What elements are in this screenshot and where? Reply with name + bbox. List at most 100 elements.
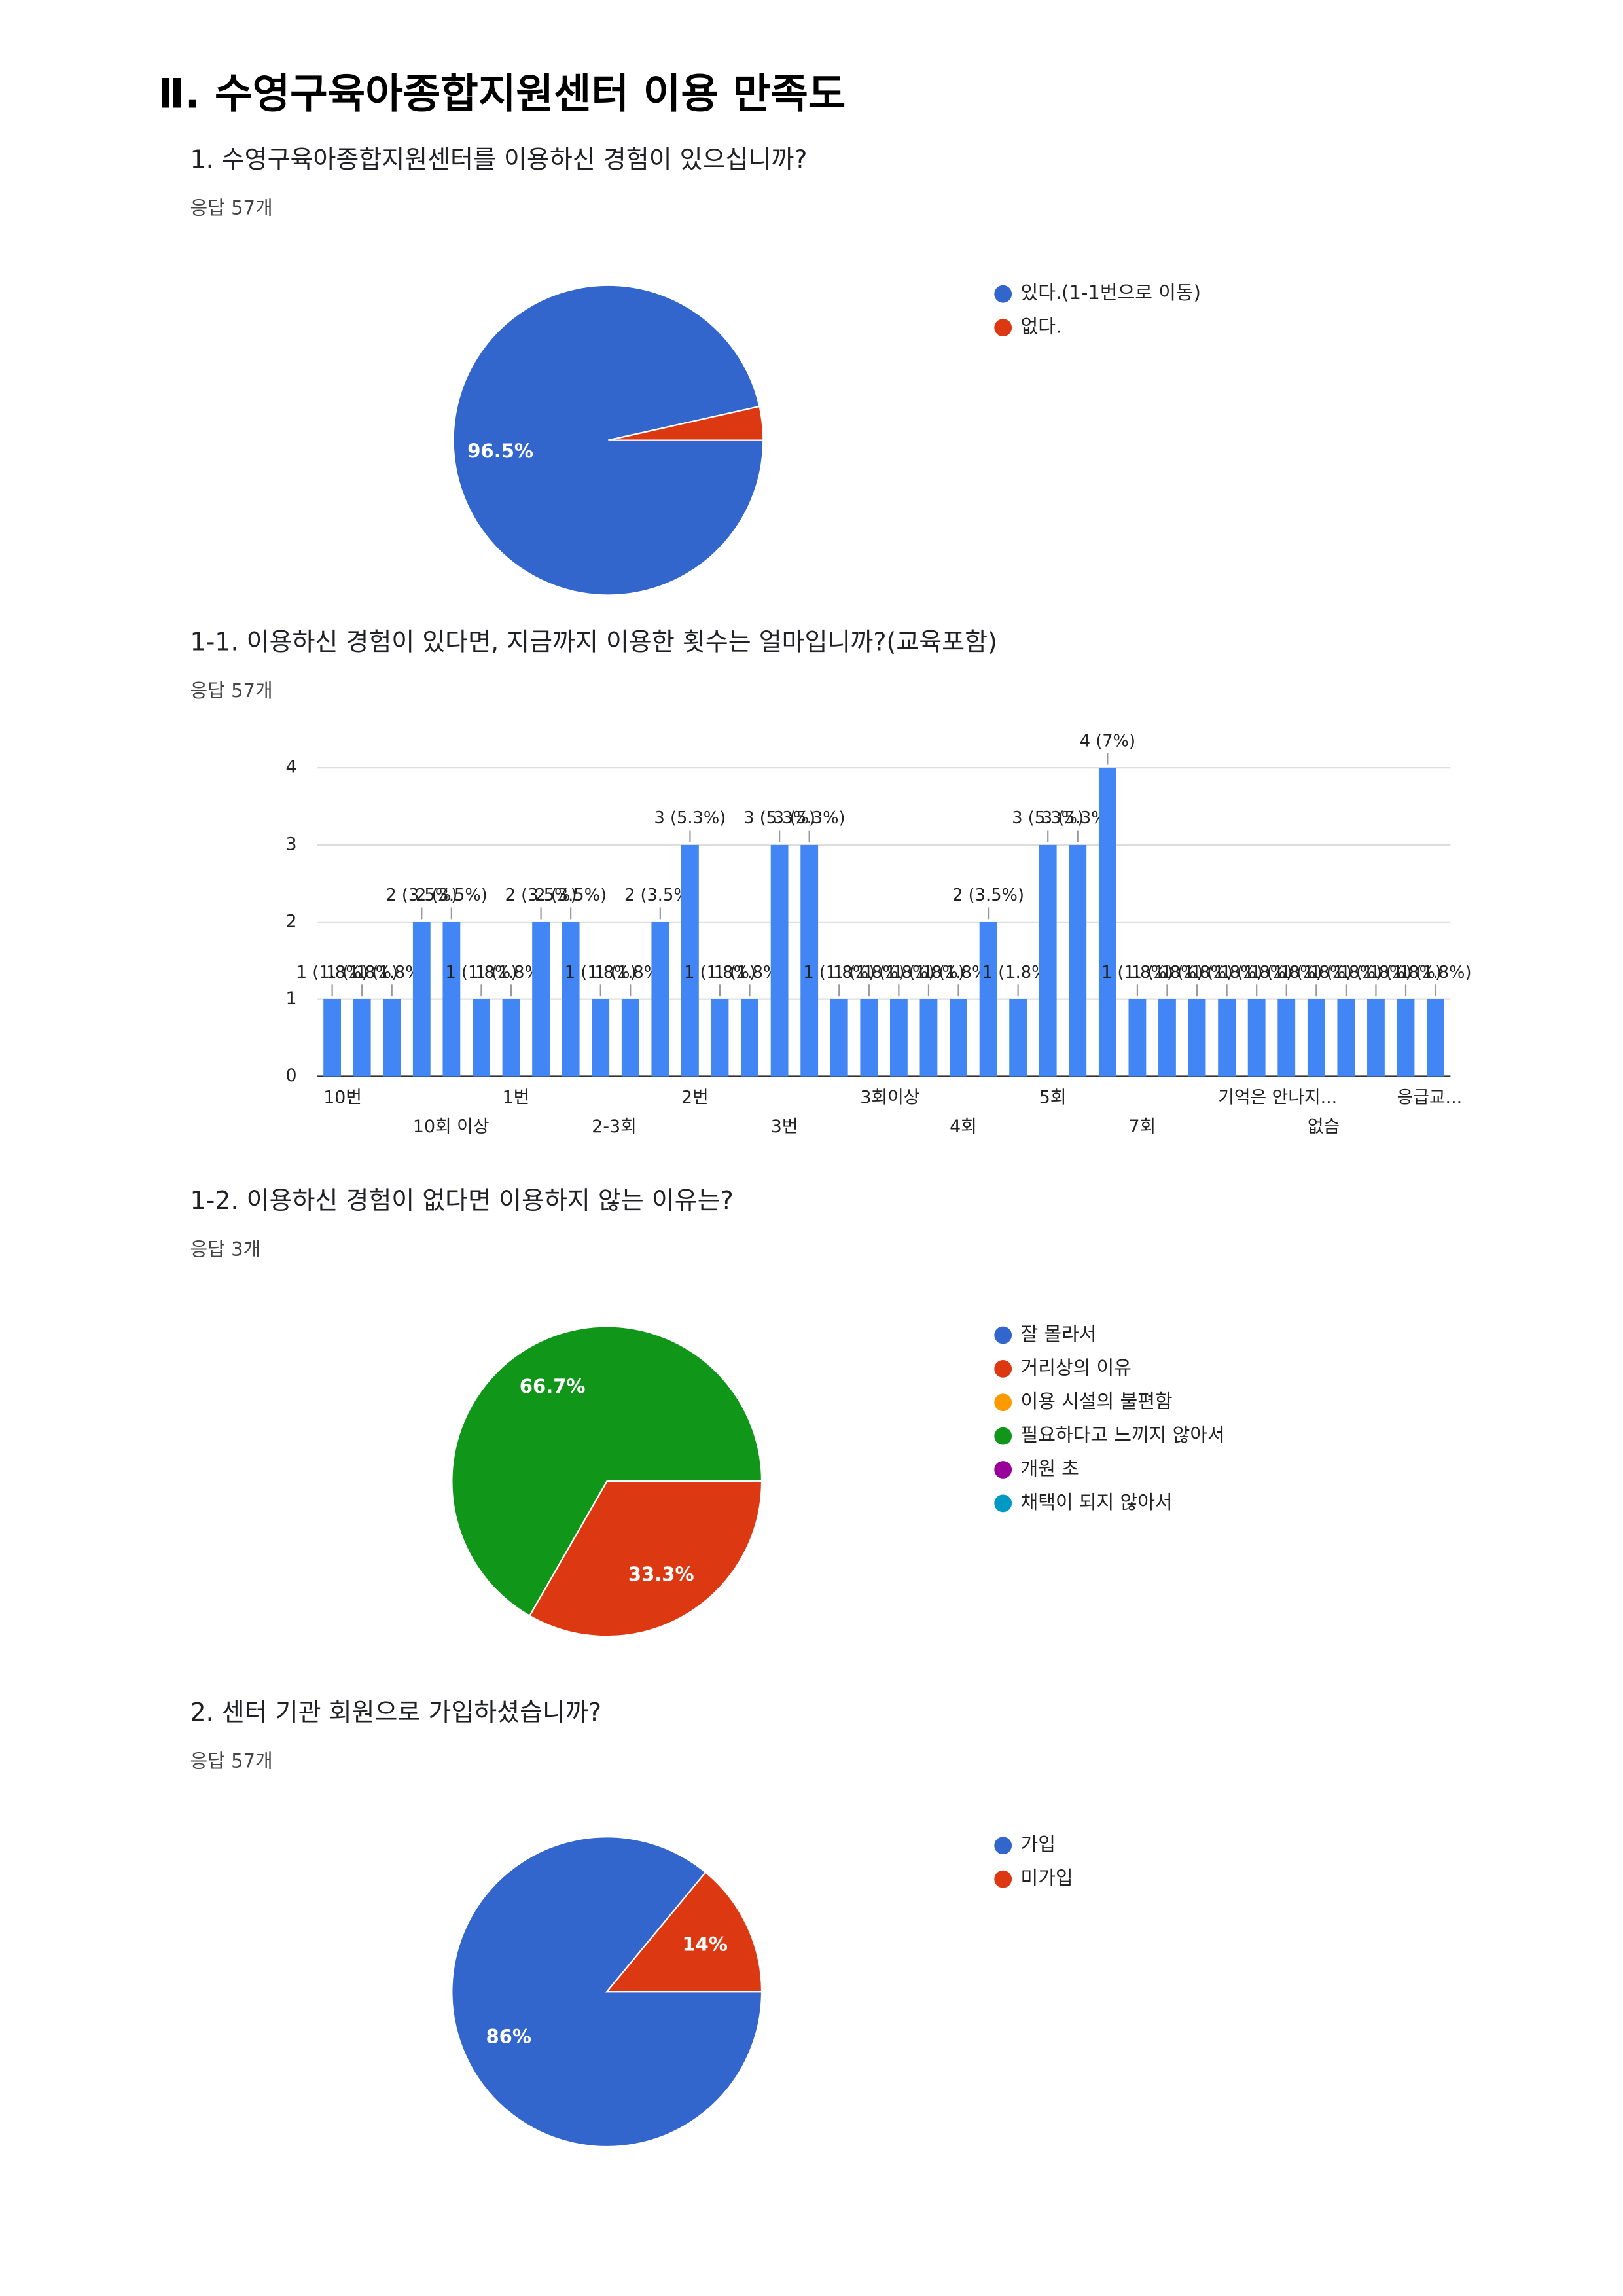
- y-tick-label: 4: [285, 757, 296, 778]
- data-label: 1 (1.8%): [1161, 963, 1233, 982]
- bar: [979, 922, 997, 1077]
- bar: [562, 922, 580, 1077]
- bar: [800, 844, 819, 1077]
- legend-dot: [994, 1359, 1012, 1378]
- bar: [889, 999, 908, 1077]
- x-tick-label: 1번: [503, 1088, 530, 1108]
- bar: [950, 999, 967, 1077]
- data-label: 4 (7%): [1080, 731, 1135, 751]
- slice-label: 86%: [486, 2026, 531, 2048]
- question-title: 1-2. 이용하신 경험이 없다면 이용하지 않는 이유는?: [190, 1186, 733, 1215]
- legend-label: 개원 초: [1020, 1458, 1079, 1480]
- legend-label: 채택이 되지 않아서: [1020, 1491, 1172, 1513]
- x-tick-label: 2-3회: [592, 1117, 636, 1137]
- legend-label: 거리상의 이유: [1020, 1356, 1131, 1378]
- legend-label: 가입: [1020, 1833, 1055, 1856]
- legend-label: 잘 몰라서: [1020, 1323, 1096, 1345]
- legend-label: 있다.(1-1번으로 이동): [1020, 281, 1201, 304]
- data-label: 2 (3.5%): [416, 886, 488, 905]
- legend-dot: [994, 1427, 1012, 1445]
- response-count: 응답 57개: [190, 197, 272, 219]
- data-label: 1 (1.8%): [1310, 963, 1382, 982]
- x-tick-label: 3번: [771, 1117, 798, 1137]
- pie-slice: [528, 1480, 763, 1638]
- bar: [442, 922, 461, 1077]
- response-count: 응답 57개: [190, 679, 272, 702]
- data-label: 3 (5.3%): [774, 808, 846, 828]
- legend-label: 미가입: [1020, 1867, 1073, 1889]
- bar: [1069, 844, 1087, 1077]
- bar: [830, 999, 848, 1077]
- x-tick-label: 4회: [950, 1117, 977, 1137]
- bar: [1277, 999, 1296, 1077]
- slice-label: 96.5%: [467, 440, 533, 462]
- legend-dot: [994, 1870, 1012, 1888]
- bar: [1188, 999, 1206, 1077]
- legend-dot: [994, 1837, 1012, 1855]
- data-label: 1 (1.8%): [296, 963, 368, 982]
- data-label: 3 (5.3%): [1012, 808, 1084, 828]
- bar: [532, 922, 550, 1077]
- bar: [711, 999, 729, 1077]
- data-label: 3 (5.3%): [743, 808, 815, 828]
- question-title: 1. 수영구육아종합지원센터를 이용하신 경험이 있으십니까?: [190, 145, 807, 173]
- x-tick-label: 10번: [323, 1088, 362, 1108]
- bar: [1367, 999, 1385, 1077]
- data-label: 1 (1.8%): [1340, 963, 1412, 982]
- data-label: 1 (1.8%): [446, 963, 518, 982]
- legend-label: 필요하다고 느끼지 않아서: [1020, 1424, 1224, 1446]
- data-label: 3 (5.3%): [654, 808, 726, 828]
- bar: [1247, 999, 1266, 1077]
- data-label: 1 (1.8%): [833, 963, 905, 982]
- x-tick-label: 7회: [1129, 1117, 1156, 1137]
- data-label: 1 (1.8%): [1191, 963, 1263, 982]
- x-tick-label: 응급교...: [1397, 1088, 1463, 1108]
- legend-dot: [994, 319, 1012, 336]
- y-tick-label: 1: [285, 988, 296, 1009]
- response-count: 응답 3개: [190, 1238, 260, 1260]
- bar: [1307, 999, 1325, 1077]
- legend-label: 이용 시설의 불편함: [1020, 1390, 1172, 1412]
- bar: [1128, 999, 1147, 1077]
- question-title: 2. 센터 기관 회원으로 가입하셨습니까?: [190, 1698, 601, 1727]
- data-label: 1 (1.8%): [1251, 963, 1323, 982]
- response-count: 응답 57개: [190, 1749, 272, 1772]
- pie-slice: [451, 1325, 763, 1617]
- bar: [1009, 999, 1027, 1077]
- data-label: 1 (1.8%): [326, 963, 398, 982]
- slice-label: 66.7%: [520, 1375, 586, 1397]
- x-tick-label: 3회이상: [860, 1088, 919, 1108]
- bar: [651, 922, 669, 1077]
- slice-label: 14%: [682, 1933, 727, 1956]
- data-label: 1 (1.8%): [863, 963, 935, 982]
- bar: [1098, 768, 1116, 1077]
- data-label: 2 (3.5%): [952, 886, 1024, 905]
- x-tick-label: 10회 이상: [413, 1117, 490, 1137]
- x-tick-label: 2번: [681, 1088, 709, 1108]
- pie-slice: [608, 405, 764, 441]
- bar: [383, 999, 401, 1077]
- question-title: 1-1. 이용하신 경험이 있다면, 지금까지 이용한 횟수는 얼마입니까?(교…: [190, 628, 997, 656]
- bar: [919, 999, 938, 1077]
- bar: [502, 999, 520, 1077]
- data-label: 1 (1.8%): [1280, 963, 1352, 982]
- data-label: 1 (1.8%): [565, 963, 637, 982]
- bar: [1218, 999, 1236, 1077]
- x-tick-label: 기억은 안나지...: [1218, 1088, 1337, 1108]
- bar: [412, 922, 431, 1077]
- bar: [621, 999, 639, 1077]
- bar: [681, 844, 699, 1077]
- data-label: 2 (3.5%): [385, 886, 457, 905]
- data-label: 1 (1.8%): [1132, 963, 1204, 982]
- data-label: 1 (1.8%): [1400, 963, 1472, 982]
- legend-dot: [994, 285, 1012, 303]
- legend-dot: [994, 1326, 1012, 1344]
- data-label: 1 (1.8%): [893, 963, 965, 982]
- data-label: 2 (3.5%): [505, 886, 577, 905]
- bar: [1039, 844, 1057, 1077]
- legend-dot: [994, 1393, 1012, 1412]
- x-tick-label: 5회: [1039, 1088, 1067, 1108]
- y-tick-label: 0: [285, 1066, 296, 1086]
- data-label: 2 (3.5%): [535, 886, 607, 905]
